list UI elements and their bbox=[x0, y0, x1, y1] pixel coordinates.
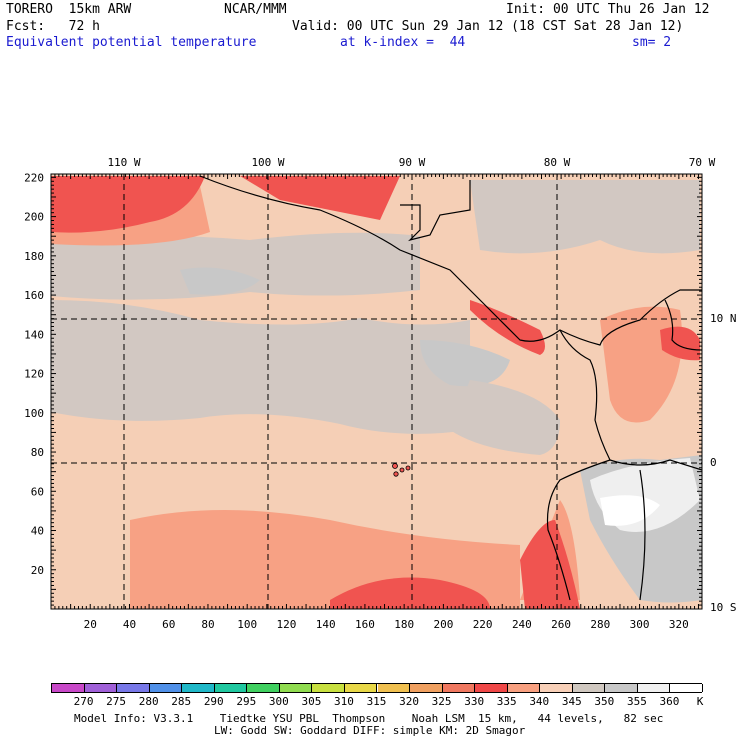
colorbar-label: 330 bbox=[464, 695, 485, 708]
x-tick-label: 20 bbox=[84, 618, 97, 631]
colorbar-label: 270 bbox=[73, 695, 94, 708]
colorbar bbox=[51, 683, 703, 693]
graticule bbox=[51, 174, 702, 609]
longitude-label: 110 W bbox=[107, 156, 140, 169]
x-tick-label: 100 bbox=[237, 618, 257, 631]
colorbar-swatch bbox=[312, 684, 345, 692]
colorbar-swatch bbox=[442, 684, 476, 692]
colorbar-label: 280 bbox=[138, 695, 159, 708]
theta-e-field bbox=[51, 174, 702, 609]
x-tick-label: 40 bbox=[123, 618, 136, 631]
colorbar-swatch bbox=[670, 684, 703, 692]
colorbar-unit: K bbox=[696, 695, 704, 708]
field-name: Equivalent potential temperature bbox=[6, 35, 257, 50]
x-tick-label: 200 bbox=[433, 618, 453, 631]
colorbar-swatch bbox=[52, 684, 85, 692]
model-title: TORERO 15km ARW bbox=[6, 2, 132, 17]
colorbar-label: 355 bbox=[626, 695, 647, 708]
x-tick-label: 160 bbox=[355, 618, 375, 631]
colorbar-swatch bbox=[182, 684, 215, 692]
colorbar-swatch bbox=[507, 684, 541, 692]
x-tick-label: 80 bbox=[201, 618, 214, 631]
valid-time: Valid: 00 UTC Sun 29 Jan 12 (18 CST Sat … bbox=[292, 19, 684, 34]
colorbar-label: 290 bbox=[203, 695, 224, 708]
galapagos-islands bbox=[392, 463, 411, 477]
longitude-label: 100 W bbox=[251, 156, 284, 169]
y-tick-label: 160 bbox=[24, 289, 44, 302]
x-tick-label: 140 bbox=[316, 618, 336, 631]
y-tick-label: 220 bbox=[24, 171, 44, 184]
y-tick-label: 200 bbox=[24, 211, 44, 224]
y-tick-label: 180 bbox=[24, 250, 44, 263]
init-time: Init: 00 UTC Thu 26 Jan 12 bbox=[506, 2, 710, 17]
axis-ticks bbox=[51, 174, 702, 609]
colorbar-label: 285 bbox=[171, 695, 192, 708]
colorbar-swatch bbox=[117, 684, 150, 692]
colorbar-swatch bbox=[279, 684, 313, 692]
longitude-label: 90 W bbox=[399, 156, 426, 169]
latitude-label: 10 S bbox=[710, 601, 737, 614]
colorbar-swatch bbox=[84, 684, 118, 692]
x-tick-label: 260 bbox=[551, 618, 571, 631]
longitude-label: 80 W bbox=[544, 156, 571, 169]
colorbar-swatch bbox=[344, 684, 378, 692]
longitude-label: 70 W bbox=[689, 156, 716, 169]
colorbar-label: 315 bbox=[366, 695, 387, 708]
colorbar-swatch bbox=[637, 684, 671, 692]
model-info: Model Info: V3.3.1 Tiedtke YSU PBL Thomp… bbox=[74, 712, 664, 725]
colorbar-label: 345 bbox=[561, 695, 582, 708]
colorbar-swatch bbox=[214, 684, 248, 692]
colorbar-label: 325 bbox=[431, 695, 452, 708]
colorbar-label: 320 bbox=[399, 695, 419, 708]
colorbar-swatch bbox=[410, 684, 443, 692]
y-tick-label: 20 bbox=[31, 564, 44, 577]
y-tick-label: 60 bbox=[31, 485, 44, 498]
colorbar-label: 340 bbox=[529, 695, 550, 708]
y-tick-label: 120 bbox=[24, 368, 44, 381]
latitude-label: 10 N bbox=[710, 312, 737, 325]
latitude-label: 0 bbox=[710, 456, 717, 469]
y-tick-label: 80 bbox=[31, 446, 44, 459]
x-tick-label: 300 bbox=[630, 618, 650, 631]
colorbar-swatch bbox=[149, 684, 183, 692]
smoothing-info: sm= 2 bbox=[632, 35, 672, 50]
level-info: at k-index = 44 bbox=[340, 35, 466, 50]
x-tick-label: 280 bbox=[590, 618, 610, 631]
y-tick-label: 40 bbox=[31, 525, 44, 538]
coastlines bbox=[199, 175, 702, 601]
physics-info: LW: Godd SW: Goddard DIFF: simple KM: 2D… bbox=[214, 724, 526, 737]
colorbar-label: 305 bbox=[301, 695, 322, 708]
x-tick-label: 220 bbox=[473, 618, 493, 631]
colorbar-swatch bbox=[605, 684, 638, 692]
colorbar-swatch bbox=[377, 684, 411, 692]
x-tick-label: 240 bbox=[512, 618, 532, 631]
forecast-hour: Fcst: 72 h bbox=[6, 19, 100, 34]
colorbar-label: 335 bbox=[496, 695, 517, 708]
colorbar-label: 350 bbox=[594, 695, 615, 708]
colorbar-swatch bbox=[475, 684, 508, 692]
y-tick-label: 100 bbox=[24, 407, 44, 420]
colorbar-label: 275 bbox=[106, 695, 127, 708]
colorbar-swatch bbox=[572, 684, 606, 692]
y-tick-label: 140 bbox=[24, 328, 44, 341]
x-tick-label: 120 bbox=[277, 618, 297, 631]
colorbar-swatch bbox=[540, 684, 573, 692]
colorbar-label: 360 bbox=[659, 695, 680, 708]
center-name: NCAR/MMM bbox=[224, 2, 287, 17]
colorbar-swatch bbox=[247, 684, 280, 692]
colorbar-label: 300 bbox=[268, 695, 289, 708]
x-tick-label: 180 bbox=[394, 618, 414, 631]
colorbar-label: 310 bbox=[334, 695, 354, 708]
colorbar-label: 295 bbox=[236, 695, 257, 708]
x-tick-label: 60 bbox=[162, 618, 175, 631]
x-tick-label: 320 bbox=[669, 618, 689, 631]
